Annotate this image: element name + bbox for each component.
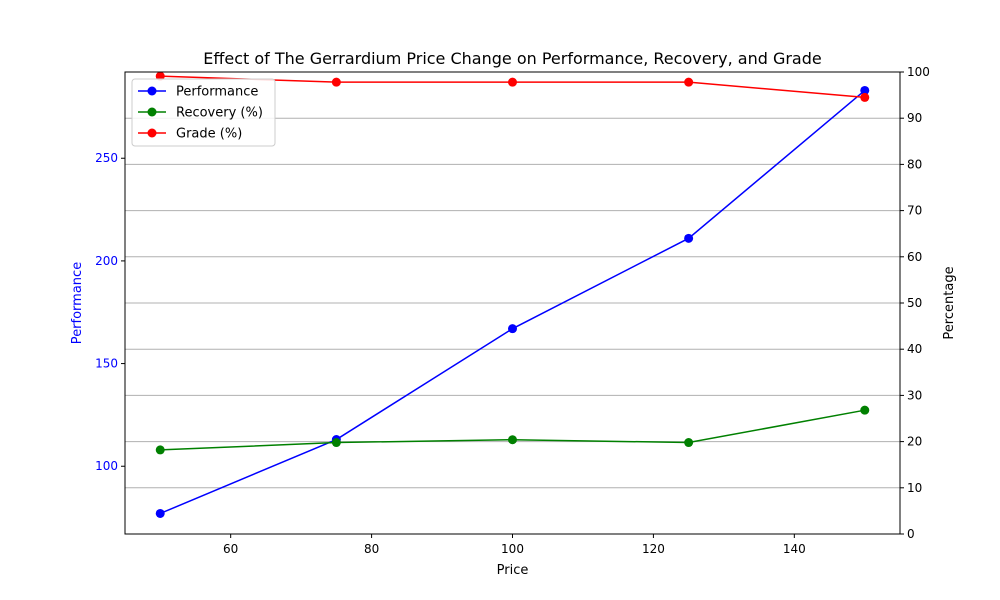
series-line-performance xyxy=(159,89,866,515)
y-right-tick-label: 80 xyxy=(907,157,922,171)
series-layer xyxy=(155,71,870,518)
y-right-tick-label: 10 xyxy=(907,481,922,495)
x-axis: 60 80 100 120 140 xyxy=(223,534,806,556)
y-right-tick-label: 100 xyxy=(907,65,930,79)
data-point-recovery xyxy=(508,435,517,445)
y-right-tick-label: 30 xyxy=(907,388,922,402)
data-point-recovery xyxy=(331,438,341,448)
data-point-performance xyxy=(684,233,694,243)
data-point-grade xyxy=(331,77,341,87)
data-point-grade xyxy=(860,92,870,102)
y-axis-right: 0 10 20 30 40 50 60 70 80 90 100 xyxy=(900,65,930,541)
chart-title: Effect of The Gerrardium Price Change on… xyxy=(203,49,821,68)
x-tick-label: 120 xyxy=(642,542,665,556)
legend-swatch-marker xyxy=(147,86,157,96)
legend-box xyxy=(131,78,276,147)
y-axis-right-label: Percentage xyxy=(942,266,957,339)
legend-swatch-marker xyxy=(147,107,157,117)
y-left-tick-label: 250 xyxy=(95,151,118,165)
data-point-grade xyxy=(684,77,694,87)
y-axis-left-label: Performance xyxy=(70,262,85,344)
data-point-recovery xyxy=(155,445,165,455)
data-point-grade xyxy=(508,77,517,87)
y-right-tick-label: 60 xyxy=(907,250,922,264)
y-left-tick-label: 100 xyxy=(95,459,118,473)
y-right-tick-label: 20 xyxy=(907,435,922,449)
x-tick-label: 100 xyxy=(501,542,524,556)
data-point-recovery xyxy=(860,405,870,415)
data-point-performance xyxy=(155,508,165,518)
y-right-tick-label: 90 xyxy=(907,111,922,125)
legend-swatch-marker xyxy=(147,128,157,138)
x-tick-label: 80 xyxy=(364,542,379,556)
y-right-tick-label: 70 xyxy=(907,204,922,218)
data-point-performance xyxy=(508,324,517,334)
legend-entry: Performance xyxy=(176,85,258,100)
data-point-recovery xyxy=(684,438,694,448)
data-point-performance xyxy=(860,85,870,95)
legend-entry: Recovery (%) xyxy=(176,106,263,121)
x-tick-label: 60 xyxy=(223,542,238,556)
data-point-grade xyxy=(155,71,165,81)
y-right-tick-label: 50 xyxy=(907,296,922,310)
y-right-tick-label: 40 xyxy=(907,342,922,356)
x-axis-label: Price xyxy=(497,563,529,578)
y-right-tick-label: 0 xyxy=(907,527,915,541)
y-left-tick-label: 150 xyxy=(95,357,118,371)
y-left-tick-label: 200 xyxy=(95,254,118,268)
x-tick-label: 140 xyxy=(783,542,806,556)
y-axis-left: 100 150 200 250 xyxy=(95,151,125,473)
legend-entry: Grade (%) xyxy=(176,127,242,142)
legend: Performance Recovery (%) Grade (%) xyxy=(131,78,276,147)
